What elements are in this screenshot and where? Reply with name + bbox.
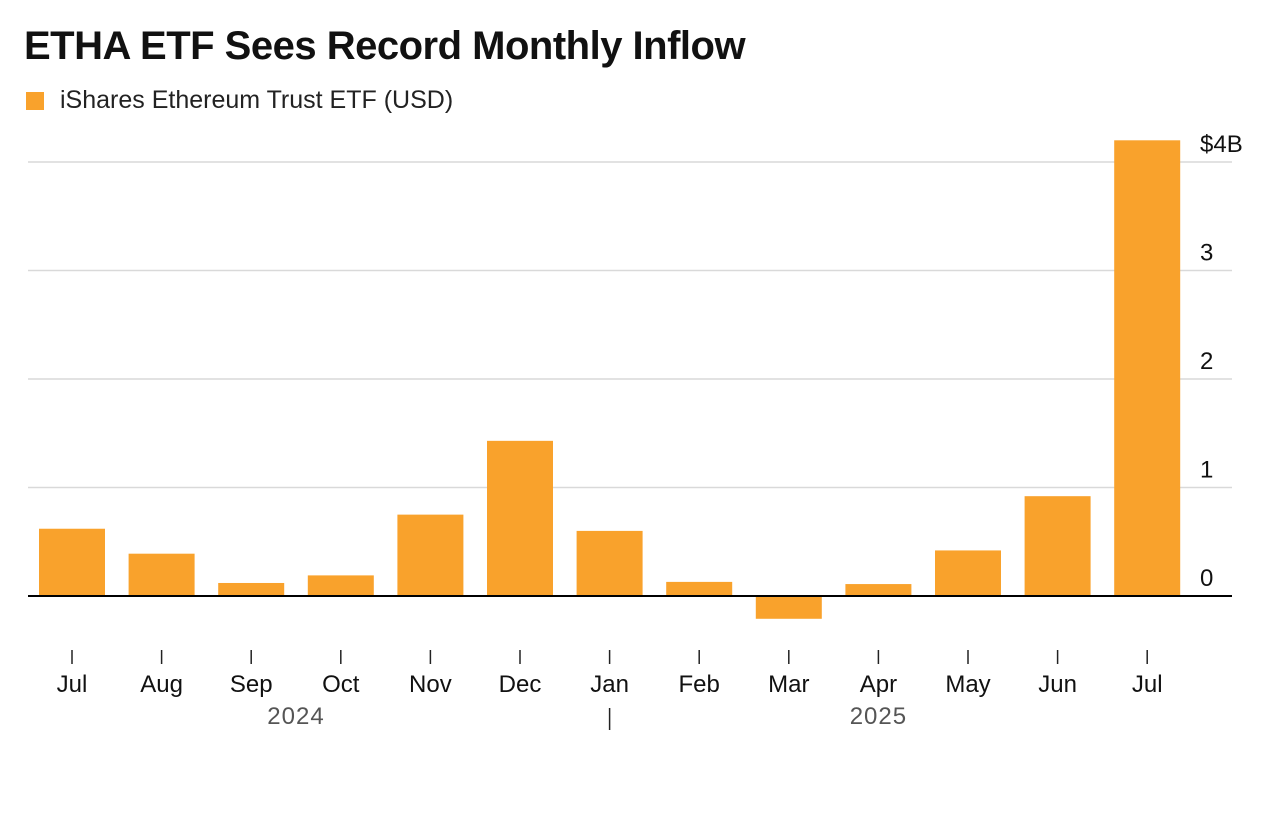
- bar: [666, 581, 733, 596]
- bar: [755, 596, 822, 619]
- bar: [218, 582, 285, 596]
- x-tick-label: Mar: [768, 671, 809, 698]
- bar: [1024, 496, 1091, 596]
- bar: [397, 514, 464, 596]
- x-tick-label: Jul: [1132, 671, 1163, 698]
- x-tick-label: Oct: [322, 671, 360, 698]
- x-tick-label: Feb: [679, 671, 720, 698]
- y-tick-label: 1: [1200, 457, 1213, 484]
- bar: [128, 553, 195, 596]
- year-label: 2025: [850, 703, 907, 730]
- x-tick-label: Jan: [590, 671, 629, 698]
- x-tick-label: Dec: [499, 671, 542, 698]
- bar: [576, 530, 643, 596]
- x-tick-label: Sep: [230, 671, 273, 698]
- y-tick-label: 0: [1200, 565, 1213, 592]
- chart-title: ETHA ETF Sees Record Monthly Inflow: [24, 24, 746, 68]
- bar: [845, 584, 912, 596]
- y-tick-label: 2: [1200, 348, 1213, 375]
- x-tick-label: Jul: [57, 671, 88, 698]
- bar: [39, 528, 105, 596]
- x-tick-label: Jun: [1038, 671, 1077, 698]
- x-tick-label: Aug: [140, 671, 183, 698]
- bar: [307, 575, 374, 596]
- legend-swatch: [26, 91, 44, 110]
- y-tick-label: 3: [1200, 240, 1213, 267]
- x-tick-label: May: [945, 671, 990, 698]
- year-label: 2024: [267, 703, 324, 730]
- x-tick-label: Nov: [409, 671, 452, 698]
- bar: [935, 550, 1001, 596]
- legend-label: iShares Ethereum Trust ETF (USD): [60, 86, 454, 114]
- bar: [1114, 140, 1181, 597]
- x-tick-label: Apr: [860, 671, 897, 698]
- legend: iShares Ethereum Trust ETF (USD): [26, 86, 453, 115]
- y-tick-label: $4B: [1200, 131, 1243, 158]
- bar: [487, 440, 553, 596]
